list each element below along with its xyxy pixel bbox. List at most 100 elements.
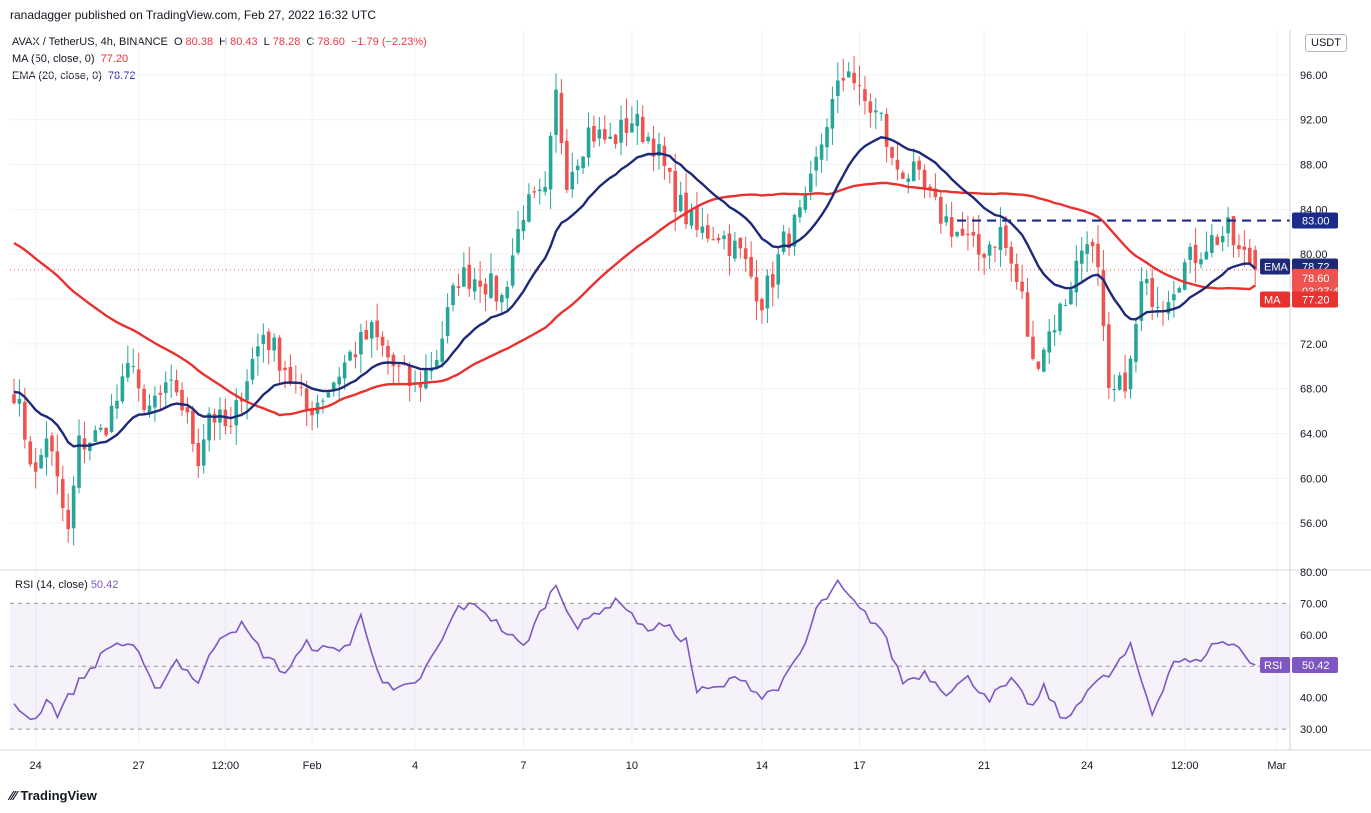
x-tick-label: 24 — [1081, 760, 1093, 772]
candle-body — [369, 322, 374, 339]
rsi-legend[interactable]: RSI (14, close) 50.42 — [15, 579, 118, 591]
candle-body — [852, 72, 856, 84]
candle-body — [39, 454, 43, 469]
change-value: −1.79 (−2.23%) — [350, 36, 427, 48]
candle-body — [646, 136, 650, 142]
symbol-label[interactable]: AVAX / TetherUS, 4h, BINANCE — [12, 36, 168, 48]
candle-body — [830, 99, 835, 129]
candle-body — [1237, 245, 1241, 250]
candle-body — [846, 71, 851, 78]
candle-body — [884, 114, 889, 147]
ema-legend-label: EMA (20, close, 0) — [12, 70, 102, 82]
candle-body — [1085, 244, 1089, 254]
candle-body — [993, 246, 997, 248]
candle-body — [1009, 246, 1014, 264]
candle-body — [375, 320, 379, 338]
candle-body — [1226, 217, 1230, 234]
candle-body — [873, 110, 878, 113]
candle-body — [407, 366, 412, 387]
candle-body — [711, 239, 715, 241]
candle-body — [1247, 247, 1252, 265]
candle-body — [971, 231, 976, 236]
candle-body — [635, 113, 640, 127]
candle-body — [760, 298, 764, 311]
candle-body — [955, 231, 959, 237]
candle-body — [581, 156, 585, 169]
x-tick-label: 4 — [412, 760, 418, 772]
candle-body — [326, 392, 331, 398]
candle-body — [1155, 306, 1160, 308]
level-tag-bg — [1292, 212, 1338, 229]
candle-body — [640, 116, 645, 142]
rsi-tick-label: 60.00 — [1300, 630, 1328, 642]
candle-body — [93, 430, 98, 442]
candle-body — [705, 225, 710, 239]
rsi-tick-label: 70.00 — [1300, 598, 1328, 610]
candle-body — [424, 369, 428, 389]
candle-body — [684, 192, 688, 225]
candle-body — [277, 337, 282, 371]
candle-body — [662, 145, 667, 167]
candle-body — [863, 89, 867, 102]
candles — [12, 56, 1257, 546]
candle-body — [673, 171, 678, 213]
candle-body — [987, 244, 992, 256]
candle-body — [619, 119, 623, 143]
candle-body — [1220, 235, 1225, 243]
candle-body — [169, 379, 173, 381]
candle-body — [55, 451, 60, 477]
candle-body — [700, 226, 705, 233]
candle-body — [283, 367, 287, 371]
candle-body — [256, 346, 260, 357]
candle-body — [814, 156, 818, 171]
rsi-legend-value: 50.42 — [90, 579, 119, 591]
candle-body — [922, 169, 927, 189]
ma-legend[interactable]: MA (50, close, 0) 77.20 — [12, 53, 131, 65]
candle-body — [592, 126, 596, 142]
candle-body — [901, 172, 905, 179]
candle-body — [1079, 250, 1084, 264]
ema-side-label-text: EMA — [1264, 262, 1289, 274]
candle-body — [722, 235, 726, 240]
candle-body — [174, 379, 179, 393]
candle-body — [147, 405, 152, 413]
candle-body — [23, 401, 27, 440]
candle-body — [434, 359, 439, 368]
y-tick-label: 80.00 — [1300, 249, 1328, 261]
candle-body — [1074, 260, 1079, 293]
ma-side-label-bg — [1260, 291, 1290, 308]
rsi-legend-label: RSI (14, close) — [15, 579, 88, 591]
candle-body — [895, 159, 900, 170]
last-price-tag-text: 78.60 — [1302, 273, 1330, 285]
candle-body — [126, 362, 130, 378]
candle-body — [841, 78, 846, 81]
candle-body — [17, 398, 22, 404]
high-value: 80.43 — [230, 36, 258, 48]
candle-body — [342, 362, 347, 379]
ma-value-tag-bg — [1292, 291, 1338, 308]
candle-body — [1020, 281, 1024, 292]
candle-body — [1139, 281, 1144, 321]
candle-body — [868, 101, 873, 113]
rsi-value-tag-text: 50.42 — [1302, 660, 1330, 672]
candle-body — [716, 237, 721, 241]
candle-body — [917, 160, 921, 170]
candle-body — [668, 167, 672, 172]
candle-body — [787, 233, 791, 249]
candle-body — [906, 178, 911, 182]
candle-body — [1042, 349, 1046, 372]
candle-body — [467, 264, 472, 289]
currency-unit-button[interactable]: USDT — [1305, 34, 1347, 52]
candle-body — [678, 194, 683, 212]
candle-body — [1199, 259, 1203, 265]
candle-body — [348, 351, 352, 361]
ema-legend[interactable]: EMA (20, close, 0) 78.72 — [12, 70, 138, 82]
candle-body — [879, 112, 883, 114]
candle-body — [630, 123, 634, 133]
candle-body — [28, 441, 33, 465]
candle-body — [142, 388, 146, 410]
y-tick-label: 72.00 — [1300, 339, 1328, 351]
candle-body — [939, 197, 943, 224]
candle-body — [781, 231, 786, 252]
